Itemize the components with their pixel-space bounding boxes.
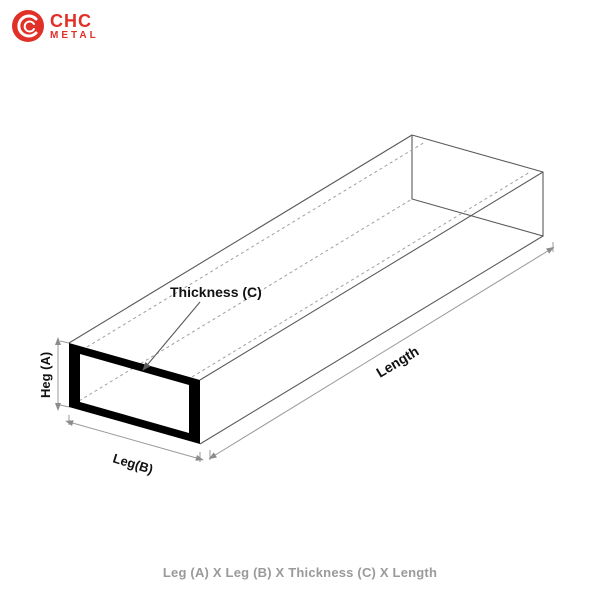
top-right-edge (200, 172, 543, 380)
ext-hegA-bot (60, 405, 69, 407)
brand-logo-swirl-icon (14, 12, 42, 40)
inner-top-right-edge (187, 172, 530, 380)
diagram-caption: Leg (A) X Leg (B) X Thickness (C) X Leng… (163, 565, 437, 580)
dim-legB (69, 422, 200, 459)
top-left-edge (69, 135, 412, 343)
brand-logo-line1: CHC (50, 12, 99, 30)
caption-row: Leg (A) X Leg (B) X Thickness (C) X Leng… (0, 564, 600, 582)
front-face-tube-wall (69, 343, 200, 444)
label-length: Length (373, 343, 421, 381)
leader-thickness (143, 302, 200, 370)
brand-logo-text: CHC METAL (50, 12, 99, 41)
label-thickness: Thickness (C) (170, 284, 262, 300)
dim-length (212, 249, 551, 457)
brand-logo-mark (12, 10, 44, 42)
brand-logo-line2: METAL (50, 31, 99, 41)
hidden-bottom-left-edge (69, 199, 412, 407)
label-leg-b: Leg(B) (111, 451, 155, 477)
back-face-outline (412, 135, 543, 236)
diagram-stage: Thickness (C) Heg (A) Leg(B) Length (0, 60, 600, 540)
rectangular-tube-diagram: Thickness (C) Heg (A) Leg(B) Length (0, 60, 600, 540)
ext-hegA-top (60, 341, 69, 343)
brand-logo: CHC METAL (12, 10, 99, 42)
bottom-right-edge (200, 236, 543, 444)
label-heg-a: Heg (A) (38, 352, 53, 398)
inner-top-left-edge (82, 142, 425, 350)
